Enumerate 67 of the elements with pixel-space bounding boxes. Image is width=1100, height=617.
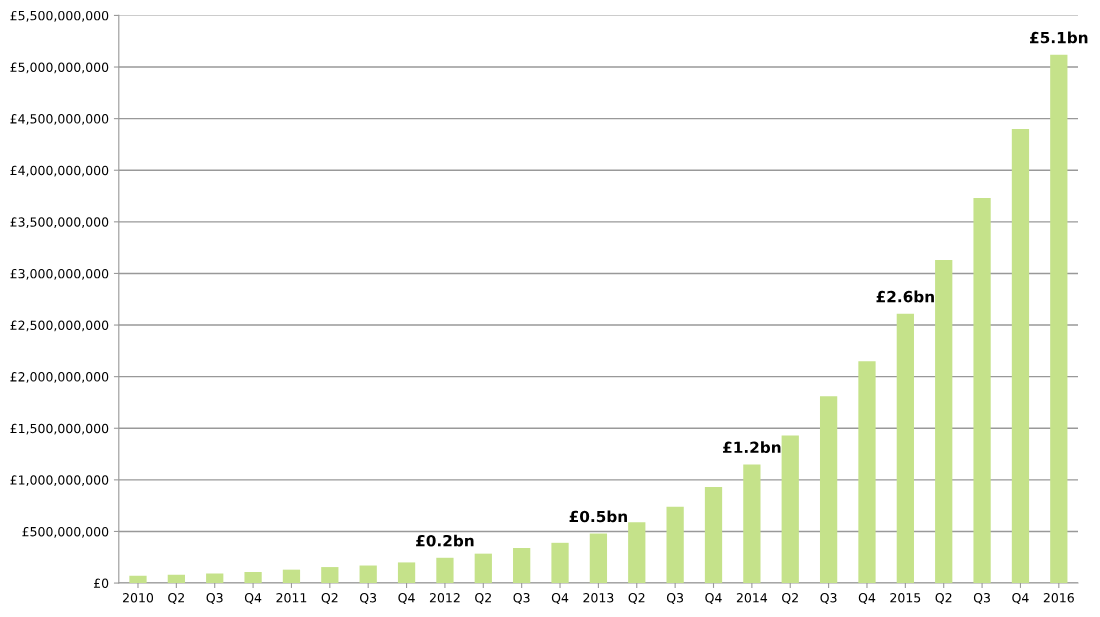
x-tick-label: Q3: [360, 593, 377, 604]
bar: [436, 557, 454, 584]
x-tick-label: 2016: [1043, 593, 1074, 603]
y-tick-label: £4,500,000,000: [10, 114, 109, 125]
x-tick-label: Q4: [1012, 593, 1029, 604]
bar: [282, 569, 301, 584]
x-tick-label: 2012: [429, 593, 460, 603]
bar: [1050, 54, 1068, 584]
x-tick-label: Q2: [628, 593, 645, 604]
annotation: £0.5bn: [569, 510, 627, 523]
x-tick-label: Q4: [705, 593, 722, 604]
bar: [1011, 128, 1030, 584]
y-tick-label: £5,000,000,000: [10, 62, 109, 74]
y-tick-label: £3,500,000,000: [10, 217, 109, 229]
bar: [513, 547, 531, 584]
bar: [589, 533, 608, 584]
x-tick-label: Q3: [206, 593, 223, 604]
bar: [858, 361, 876, 584]
x-tick-label: Q3: [820, 593, 837, 604]
bar: [743, 464, 761, 584]
bar: [896, 313, 914, 584]
bar: [474, 553, 492, 584]
bar: [551, 542, 569, 584]
bar: [206, 573, 224, 584]
x-tick-label: Q2: [168, 593, 184, 604]
y-tick-label: £5,500,000,000: [10, 10, 109, 22]
y-tick-label: £2,000,000,000: [10, 372, 109, 383]
bar: [819, 396, 838, 584]
bar: [973, 198, 991, 584]
x-tick-label: 2011: [276, 593, 307, 603]
x-tick-label: Q2: [782, 593, 798, 604]
y-tick-label: £4,000,000,000: [10, 165, 109, 177]
bar: [666, 506, 684, 584]
annotation: £5.1bn: [1030, 31, 1088, 44]
bar: [704, 487, 723, 584]
x-tick-label: Q3: [973, 593, 990, 604]
bar: [244, 572, 262, 584]
annotation: £1.2bn: [723, 441, 781, 454]
x-tick-label: Q2: [321, 593, 338, 604]
x-tick-label: Q4: [398, 593, 415, 604]
bar: [781, 435, 799, 584]
annotation: £2.6bn: [876, 290, 934, 303]
x-tick-label: 2014: [736, 593, 768, 603]
bar: [935, 260, 953, 584]
y-tick-label: £3,000,000,000: [10, 268, 109, 280]
x-tick-label: Q4: [244, 593, 262, 604]
bar: [167, 574, 185, 584]
bar: [321, 567, 339, 584]
x-tick-label: Q2: [475, 593, 491, 604]
y-tick-label: £1,500,000,000: [10, 423, 109, 435]
x-tick-label: Q4: [551, 593, 569, 604]
y-tick-label: £2,500,000,000: [10, 320, 109, 332]
bar: [359, 565, 377, 584]
x-tick-label: Q4: [858, 593, 876, 604]
bar: [628, 522, 646, 584]
x-tick-label: 2015: [890, 593, 921, 603]
annotation: £0.2bn: [416, 534, 474, 547]
x-tick-label: 2013: [583, 593, 614, 603]
y-tick-label: £0: [93, 578, 109, 588]
y-tick-label: £500,000,000: [22, 526, 109, 538]
y-tick-label: £1,000,000,000: [10, 475, 109, 487]
bar: [397, 562, 416, 584]
x-tick-label: Q2: [935, 593, 952, 604]
x-tick-label: 2010: [122, 593, 154, 603]
x-tick-label: Q3: [513, 593, 530, 604]
bar: [129, 575, 147, 584]
x-tick-label: Q3: [666, 593, 684, 604]
